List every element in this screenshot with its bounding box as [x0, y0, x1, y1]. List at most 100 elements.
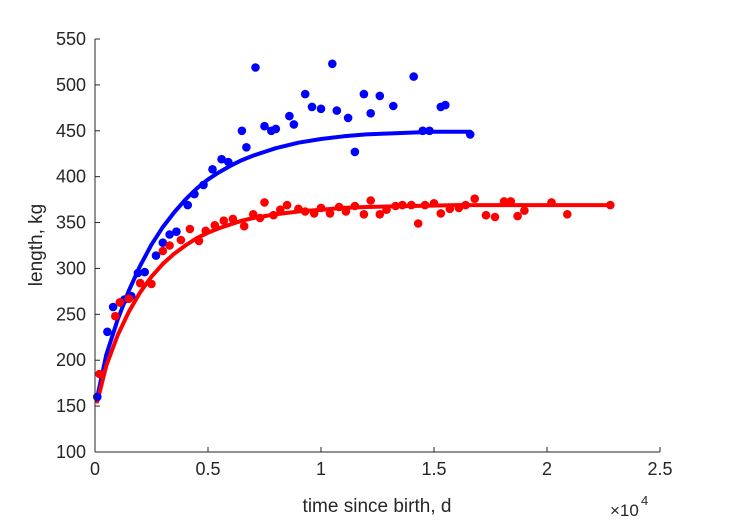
data-point: [606, 200, 615, 210]
y-tick-label: 150: [56, 396, 86, 416]
data-point: [276, 205, 285, 214]
data-point: [217, 154, 226, 164]
data-point: [158, 238, 168, 247]
data-point: [260, 198, 269, 207]
data-point: [470, 194, 480, 203]
data-point: [210, 221, 220, 230]
data-point: [251, 63, 260, 72]
data-point: [309, 209, 319, 218]
y-axis-label: length, kg: [26, 204, 47, 286]
data-point: [563, 210, 572, 219]
y-tick-label: 200: [56, 350, 86, 370]
data-point: [436, 209, 446, 218]
data-point: [307, 102, 317, 112]
x-multiplier-exponent: 4: [641, 493, 648, 508]
y-tick-label: 400: [56, 167, 86, 187]
data-point: [165, 241, 174, 250]
x-tick-label: 0: [90, 459, 100, 479]
data-point: [334, 202, 344, 212]
plot-background: [95, 39, 660, 452]
data-point: [271, 124, 281, 134]
data-point: [255, 213, 265, 223]
data-point: [237, 126, 247, 136]
data-point: [350, 201, 360, 211]
data-point: [140, 267, 149, 277]
data-point: [115, 298, 125, 307]
data-point: [375, 91, 385, 101]
data-point: [176, 235, 186, 245]
x-tick-label: 0.5: [195, 459, 220, 479]
data-point: [341, 207, 351, 216]
data-point: [513, 211, 522, 221]
data-point: [547, 198, 556, 207]
data-point: [445, 204, 455, 214]
data-point: [300, 89, 310, 99]
data-point: [172, 227, 181, 236]
data-point: [199, 180, 208, 190]
data-point: [407, 200, 416, 210]
data-point: [124, 294, 134, 304]
data-point: [425, 126, 434, 136]
x-tick-label: 1: [316, 459, 326, 479]
data-point: [208, 165, 217, 174]
data-point: [135, 278, 145, 288]
y-tick-label: 300: [56, 258, 86, 278]
data-point: [183, 200, 192, 210]
data-points: [93, 59, 615, 402]
data-point: [382, 205, 391, 214]
data-point: [285, 111, 294, 121]
data-point: [294, 204, 303, 214]
data-point: [269, 210, 278, 220]
data-point: [359, 89, 369, 99]
data-point: [328, 59, 337, 69]
data-point: [418, 126, 428, 136]
data-point: [520, 206, 529, 215]
data-point: [325, 209, 335, 218]
data-point: [375, 210, 385, 219]
fit-line-1: [95, 129, 473, 399]
data-point: [194, 236, 204, 246]
data-point: [111, 311, 120, 321]
data-point: [147, 279, 156, 289]
data-point: [219, 216, 229, 225]
y-ticks: 100 150 200 250 300 350 400 450 500 550: [56, 29, 100, 462]
data-point: [201, 226, 210, 236]
data-point: [151, 251, 161, 260]
data-point: [103, 327, 112, 337]
y-tick-label: 550: [56, 29, 86, 49]
data-point: [185, 224, 195, 234]
data-point: [282, 200, 292, 210]
x-multiplier-label: ×10: [610, 501, 639, 520]
data-point: [461, 200, 470, 210]
data-point: [108, 302, 118, 312]
x-tick-label: 1.5: [421, 459, 446, 479]
data-point: [366, 196, 376, 205]
x-ticks: 0 0.5 1 1.5 2 2.5: [90, 447, 673, 479]
data-point: [389, 101, 398, 111]
data-point: [95, 369, 104, 379]
x-tick-label: 2: [542, 459, 552, 479]
data-point: [490, 212, 500, 222]
data-point: [499, 197, 509, 206]
data-point: [429, 199, 439, 208]
y-tick-label: 350: [56, 213, 86, 233]
data-point: [366, 109, 376, 118]
data-point: [441, 100, 450, 110]
x-tick-label: 2.5: [647, 459, 672, 479]
data-point: [398, 200, 407, 210]
data-point: [224, 157, 233, 167]
data-point: [93, 392, 102, 402]
data-point: [228, 214, 238, 224]
data-point: [239, 221, 249, 231]
x-axis-label: time since birth, d: [303, 496, 452, 517]
data-point: [242, 143, 251, 152]
data-point: [158, 246, 168, 256]
data-point: [391, 201, 400, 211]
data-point: [454, 203, 464, 213]
data-point: [420, 200, 430, 210]
y-tick-label: 100: [56, 442, 86, 462]
data-point: [300, 207, 310, 216]
data-point: [248, 210, 258, 219]
data-point: [260, 121, 269, 131]
